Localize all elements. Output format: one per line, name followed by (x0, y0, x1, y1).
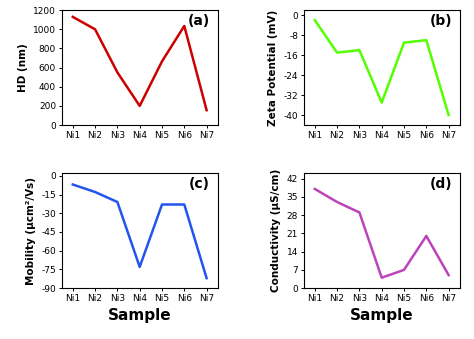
X-axis label: Sample: Sample (350, 308, 413, 323)
Y-axis label: HD (nm): HD (nm) (18, 43, 27, 92)
Text: (d): (d) (429, 177, 452, 191)
Text: (c): (c) (189, 177, 210, 191)
Text: (b): (b) (429, 14, 452, 27)
Text: (a): (a) (188, 14, 210, 27)
Y-axis label: Mobility (μcm²/Vs): Mobility (μcm²/Vs) (26, 177, 36, 285)
Y-axis label: Zeta Potential (mV): Zeta Potential (mV) (268, 9, 278, 126)
Y-axis label: Conductivity (μS/cm): Conductivity (μS/cm) (271, 169, 281, 292)
X-axis label: Sample: Sample (108, 308, 172, 323)
